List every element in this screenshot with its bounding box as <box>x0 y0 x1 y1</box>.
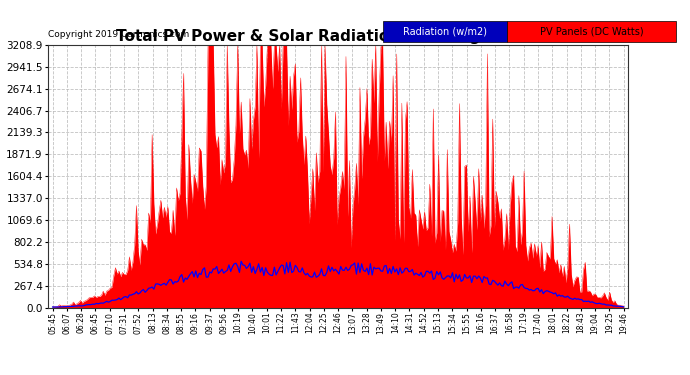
Text: PV Panels (DC Watts): PV Panels (DC Watts) <box>540 27 644 37</box>
Text: Radiation (w/m2): Radiation (w/m2) <box>403 27 487 37</box>
Title: Total PV Power & Solar Radiation Mon Aug 12 19:47: Total PV Power & Solar Radiation Mon Aug… <box>116 29 560 44</box>
Text: Copyright 2019 Cartronics.com: Copyright 2019 Cartronics.com <box>48 30 190 39</box>
